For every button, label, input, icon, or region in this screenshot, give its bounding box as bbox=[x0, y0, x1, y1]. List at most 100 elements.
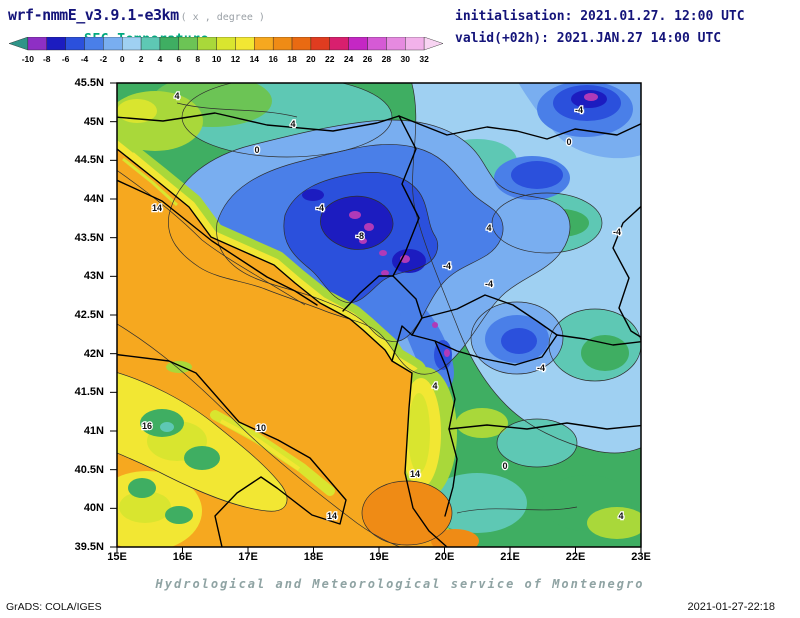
colorbar-segment bbox=[103, 36, 123, 51]
colorbar-segment bbox=[197, 36, 217, 51]
contour-label: 4 bbox=[174, 91, 179, 101]
contour-label: -4 bbox=[316, 203, 324, 213]
colorbar-segment bbox=[8, 36, 29, 51]
colorbar-tick-label: 0 bbox=[120, 54, 125, 64]
contour-label: 4 bbox=[486, 223, 491, 233]
model-units: ( x , degree ) bbox=[180, 12, 265, 23]
colorbar-segment bbox=[310, 36, 330, 51]
colorbar-segment bbox=[159, 36, 180, 51]
colorbar-segment bbox=[386, 36, 406, 51]
colorbar-tick-label: -2 bbox=[100, 54, 108, 64]
colorbar-segment bbox=[27, 36, 47, 51]
y-axis-label: 45N bbox=[83, 115, 104, 128]
colorbar-segment bbox=[367, 36, 387, 51]
y-axis-label: 40.5N bbox=[74, 463, 104, 476]
header-right: initialisation: 2021.01.27. 12:00 UTC va… bbox=[455, 6, 745, 50]
contour-label: -4 bbox=[613, 227, 621, 237]
x-axis-label: 21E bbox=[500, 551, 520, 563]
contour-label: -4 bbox=[485, 279, 493, 289]
contour-label: 14 bbox=[152, 203, 162, 213]
y-axis-label: 40N bbox=[83, 502, 104, 515]
initialisation-line: initialisation: 2021.01.27. 12:00 UTC bbox=[455, 9, 745, 24]
colorbar-segment bbox=[423, 36, 444, 51]
y-axis-label: 39.5N bbox=[74, 541, 104, 553]
contour-labels: 4 4 0 0 -4 -8 -4 -4 -4 -4 -4 0 4 4 4 14 14 14 16 10 bbox=[141, 90, 625, 522]
colorbar-tick-label: 26 bbox=[363, 54, 373, 64]
colorbar-segment bbox=[348, 36, 368, 51]
temperature-colorbar: -10 -8 -6 -4 -2 0 2 4 6 8 10 12 14 16 18 20 22 24 26 28 30 32 bbox=[6, 36, 446, 70]
colorbar-tick-label: 12 bbox=[231, 54, 241, 64]
colorbar-segment bbox=[291, 36, 312, 51]
colorbar-segment bbox=[254, 36, 274, 51]
colorbar-tick-label: 6 bbox=[176, 54, 181, 64]
colorbar-segment bbox=[65, 36, 85, 51]
contour-label: -4 bbox=[443, 261, 451, 271]
colorbar-tick-label: 2 bbox=[139, 54, 144, 64]
colorbar-tick-label: 18 bbox=[287, 54, 297, 64]
colorbar-tick-label: 30 bbox=[401, 54, 411, 64]
colorbar-segment bbox=[405, 36, 425, 51]
contour-label: -4 bbox=[575, 105, 583, 115]
render-timestamp: 2021-01-27-22:18 bbox=[687, 601, 775, 613]
contour-label: 0 bbox=[502, 461, 507, 471]
service-caption: Hydrological and Meteorological service … bbox=[155, 577, 645, 591]
grads-credit: GrADS: COLA/IGES bbox=[6, 601, 102, 613]
contour-label: 10 bbox=[256, 423, 266, 433]
model-title: wrf-nmmE_v3.9.1-e3km bbox=[8, 6, 179, 24]
y-axis-label: 44.5N bbox=[74, 154, 104, 167]
contour-label: 14 bbox=[327, 511, 337, 521]
axis-ticks bbox=[110, 82, 642, 553]
temperature-map-svg: 4 4 0 0 -4 -8 -4 -4 -4 -4 -4 0 4 4 4 14 14 14 16 10 bbox=[110, 82, 642, 553]
colorbar-tick-label: -4 bbox=[81, 54, 89, 64]
colorbar-segment bbox=[235, 36, 255, 51]
colorbar-tick-label: 24 bbox=[344, 54, 354, 64]
colorbar-tick-label: -8 bbox=[43, 54, 51, 64]
x-axis-label: 17E bbox=[238, 551, 258, 563]
y-axis-label: 42N bbox=[83, 347, 104, 360]
colorbar-segment bbox=[46, 36, 66, 51]
y-axis-label: 43.5N bbox=[74, 231, 104, 244]
valid-line: valid(+02h): 2021.JAN.27 14:00 UTC bbox=[455, 31, 722, 46]
x-axis-label: 15E bbox=[107, 551, 127, 563]
colorbar-tick-label: 8 bbox=[195, 54, 200, 64]
contour-label: 4 bbox=[618, 511, 623, 521]
contour-label: 4 bbox=[290, 119, 295, 129]
colorbar-tick-label: -10 bbox=[22, 54, 35, 64]
contour-label: -4 bbox=[537, 363, 545, 373]
colorbar-tick-label: 20 bbox=[306, 54, 316, 64]
colorbar-segment bbox=[84, 36, 104, 51]
contour-label: 0 bbox=[566, 137, 571, 147]
colorbar-segment bbox=[178, 36, 198, 51]
contour-label: 0 bbox=[254, 145, 259, 155]
x-axis-label: 22E bbox=[565, 551, 586, 563]
x-axis-label: 20E bbox=[434, 551, 455, 563]
contour-label: -8 bbox=[356, 231, 364, 241]
map-regions bbox=[117, 83, 641, 547]
y-axis-label: 41.5N bbox=[74, 386, 104, 399]
colorbar-segment bbox=[329, 36, 349, 51]
country-borders bbox=[117, 112, 641, 547]
contour-label: 16 bbox=[142, 421, 152, 431]
y-axis-label: 41N bbox=[83, 425, 104, 437]
x-axis-label: 18E bbox=[303, 551, 324, 563]
colorbar-segment bbox=[272, 36, 293, 51]
x-axis-label: 23E bbox=[631, 551, 651, 563]
y-axis-label: 42.5N bbox=[74, 309, 104, 321]
colorbar-tick-label: 4 bbox=[158, 54, 163, 64]
colorbar-tick-label: 22 bbox=[325, 54, 335, 64]
x-axis-label: 16E bbox=[172, 551, 193, 563]
contour-label: 14 bbox=[410, 469, 420, 479]
x-axis-label: 19E bbox=[369, 551, 389, 563]
colorbar-tick-label: 16 bbox=[268, 54, 278, 64]
colorbar-segment bbox=[140, 36, 161, 51]
colorbar-tick-label: 10 bbox=[212, 54, 222, 64]
contour-label: 4 bbox=[432, 381, 437, 391]
colorbar-tick-label: 14 bbox=[250, 54, 260, 64]
y-axis-label: 43N bbox=[83, 270, 104, 283]
y-axis-label: 44N bbox=[83, 193, 104, 205]
colorbar-tick-label: -6 bbox=[62, 54, 70, 64]
colorbar-tick-label: 32 bbox=[419, 54, 429, 64]
colorbar-segment bbox=[122, 36, 142, 51]
y-axis-label: 45.5N bbox=[74, 77, 104, 89]
